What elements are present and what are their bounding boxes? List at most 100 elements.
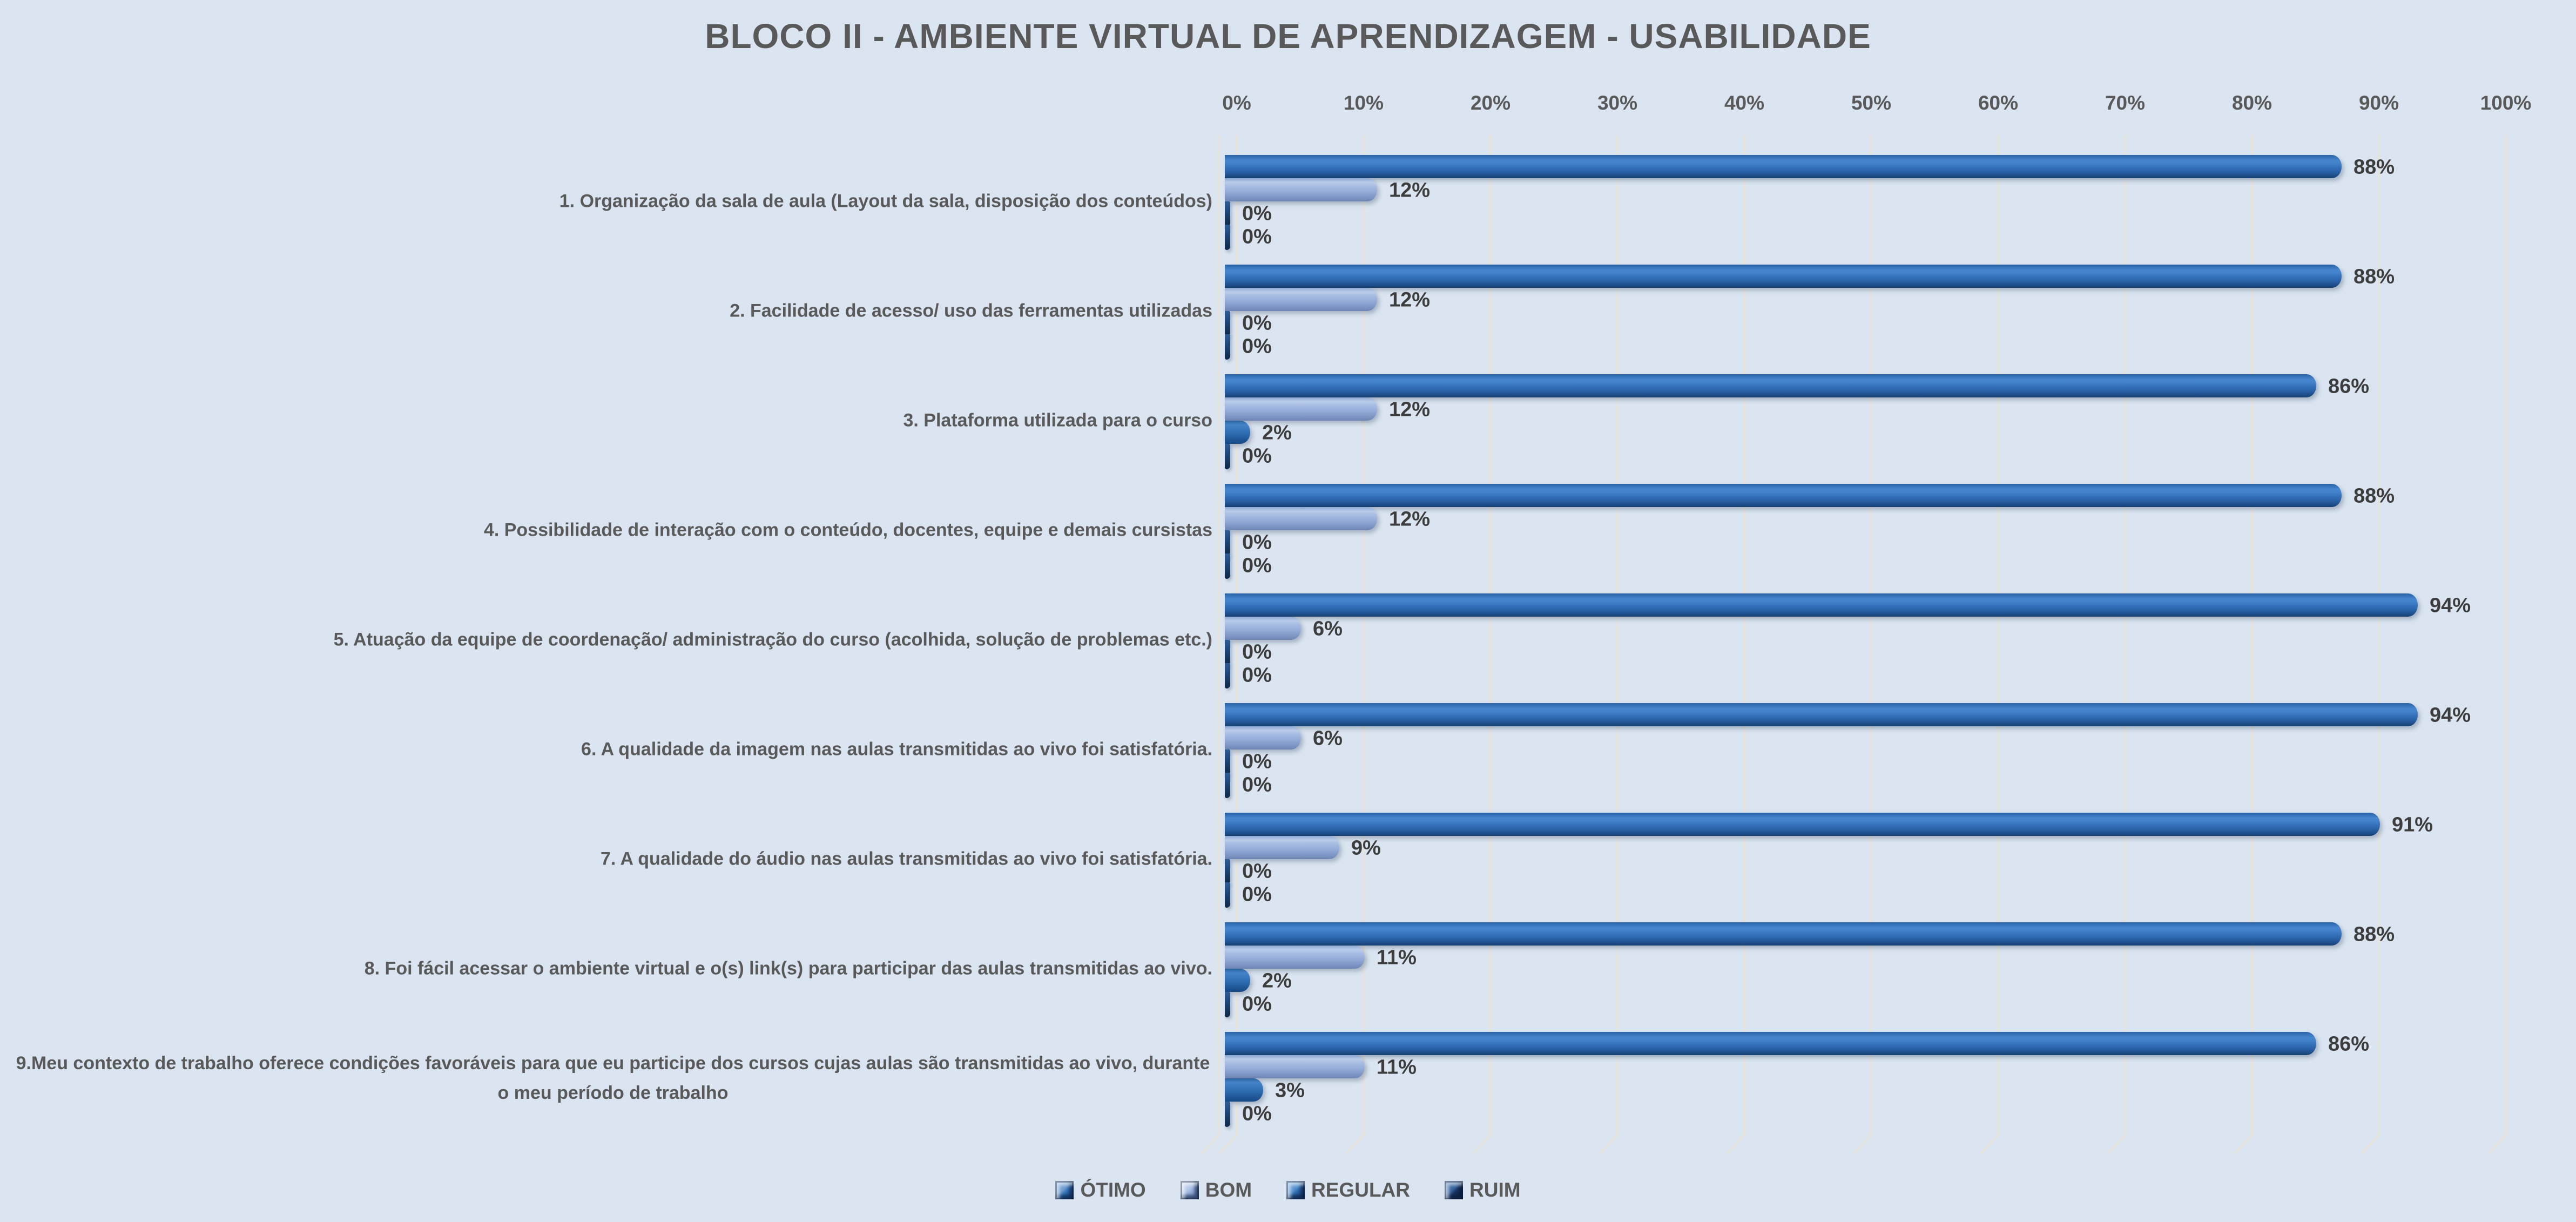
gridline-foot (1853, 1134, 1872, 1155)
category-label-q3: 3. Plataforma utilizada para o curso (903, 410, 1212, 431)
bar-ótimo-q5 (1225, 593, 2418, 617)
bar-bom-q2 (1225, 288, 1377, 311)
bar-ótimo-q9 (1225, 1032, 2316, 1055)
value-label: 6% (1313, 727, 1343, 750)
value-label: 91% (2392, 813, 2433, 836)
bar-bom-q1 (1225, 178, 1377, 201)
bar-ruim-q6 (1225, 773, 1230, 798)
gridline (2251, 135, 2253, 1136)
value-label: 12% (1389, 179, 1431, 201)
bar-ótimo-q1 (1225, 155, 2342, 178)
category-label-q4: 4. Possibilidade de interação com o cont… (483, 519, 1212, 541)
value-label: 6% (1313, 617, 1343, 640)
value-label: 0% (1242, 773, 1272, 796)
x-tick: 30% (1597, 92, 1638, 114)
value-label: 3% (1275, 1079, 1305, 1102)
bar-regular-q6 (1225, 750, 1230, 775)
bar-ótimo-q3 (1225, 374, 2316, 397)
value-label: 0% (1242, 444, 1272, 467)
bar-ótimo-q7 (1225, 813, 2380, 836)
gridline (1363, 135, 1365, 1136)
value-label: 11% (1377, 946, 1417, 969)
value-label: 0% (1242, 860, 1272, 882)
bar-bom-q3 (1225, 397, 1377, 421)
gridline (1489, 135, 1492, 1136)
value-label: 0% (1242, 335, 1272, 357)
gridline-foot (1726, 1134, 1745, 1155)
value-label: 0% (1242, 554, 1272, 577)
category-label-q2: 2. Facilidade de acesso/ uso das ferrame… (730, 300, 1212, 321)
gridline (2505, 135, 2507, 1136)
value-label: 12% (1389, 398, 1431, 421)
bar-regular-q5 (1225, 640, 1230, 665)
value-label: 2% (1262, 969, 1292, 992)
x-tick: 20% (1470, 92, 1511, 114)
category-label-q6: 6. A qualidade da imagem nas aulas trans… (581, 739, 1212, 760)
value-label: 88% (2354, 156, 2395, 178)
gridline-foot (1980, 1134, 1999, 1155)
bar-bom-q9 (1225, 1055, 1365, 1078)
gridline (2124, 135, 2126, 1136)
value-label: 86% (2328, 1032, 2370, 1055)
category-label-q5: 5. Atuação da equipe de coordenação/ adm… (333, 629, 1212, 650)
gridline (1743, 135, 1745, 1136)
value-label: 0% (1242, 1102, 1272, 1125)
value-label: 0% (1242, 883, 1272, 906)
gridline-foot (1472, 1134, 1492, 1155)
x-tick: 60% (1978, 92, 2019, 114)
gridline (1997, 135, 1999, 1136)
bar-bom-q8 (1225, 946, 1365, 969)
value-label: 12% (1389, 288, 1431, 311)
value-label: 0% (1242, 312, 1272, 334)
category-label-q8: 8. Foi fácil acessar o ambiente virtual … (364, 958, 1212, 979)
category-label-q1: 1. Organização da sala de aula (Layout d… (559, 191, 1212, 212)
legend-item-ruim: RUIM (1445, 1179, 1521, 1201)
value-label: 0% (1242, 640, 1272, 663)
legend-label: BOM (1205, 1179, 1252, 1201)
x-tick: 80% (2231, 92, 2272, 114)
value-label: 9% (1351, 836, 1381, 859)
legend: ÓTIMO BOM REGULAR RUIM (0, 1173, 2576, 1207)
bar-ruim-q7 (1225, 882, 1230, 908)
bar-ruim-q3 (1225, 444, 1230, 469)
bar-bom-q6 (1225, 726, 1301, 750)
x-tick: 90% (2358, 92, 2399, 114)
legend-item-ótimo: ÓTIMO (1055, 1179, 1146, 1201)
bar-regular-q7 (1225, 859, 1230, 885)
value-label: 2% (1262, 421, 1292, 444)
gridline-foot (1345, 1134, 1365, 1155)
bar-regular-q2 (1225, 311, 1230, 336)
gridline-foot (2487, 1134, 2507, 1155)
bar-ruim-q5 (1225, 663, 1230, 688)
value-label: 12% (1389, 508, 1431, 530)
gridline-foot (2234, 1134, 2253, 1155)
x-tick: 70% (2105, 92, 2146, 114)
x-tick: 10% (1343, 92, 1384, 114)
x-tick: 40% (1724, 92, 1765, 114)
bar-regular-q3 (1225, 421, 1250, 444)
value-label: 94% (2430, 594, 2471, 617)
bar-ruim-q1 (1225, 225, 1230, 250)
bar-regular-q4 (1225, 530, 1230, 556)
legend-swatch-icon (1286, 1181, 1305, 1199)
bar-ruim-q2 (1225, 334, 1230, 360)
bar-ruim-q4 (1225, 553, 1230, 579)
bar-regular-q1 (1225, 201, 1230, 227)
value-label: 0% (1242, 750, 1272, 773)
value-label: 88% (2354, 484, 2395, 507)
value-label: 0% (1242, 531, 1272, 553)
bar-ruim-q8 (1225, 992, 1230, 1017)
gridline-foot (1201, 1134, 1220, 1155)
bar-ótimo-q8 (1225, 922, 2342, 946)
legend-swatch-icon (1445, 1181, 1463, 1199)
x-tick: 50% (1851, 92, 1892, 114)
legend-item-regular: REGULAR (1286, 1179, 1410, 1201)
bar-ruim-q9 (1225, 1102, 1230, 1127)
value-label: 88% (2354, 265, 2395, 288)
gridline-foot (1218, 1134, 1238, 1155)
gridline-foot (1599, 1134, 1619, 1155)
legend-item-bom: BOM (1180, 1179, 1252, 1201)
bar-bom-q5 (1225, 617, 1301, 640)
legend-swatch-icon (1180, 1181, 1199, 1199)
